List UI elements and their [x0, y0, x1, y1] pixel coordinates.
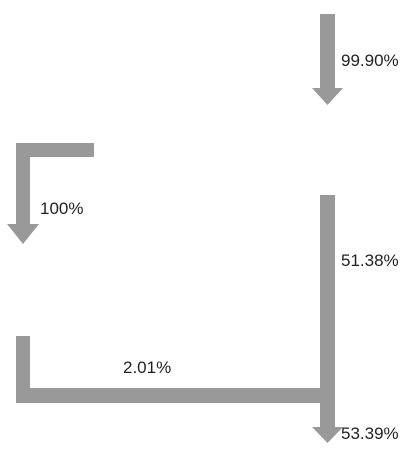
left-vertical-stub [16, 336, 30, 403]
right-vertical-line [320, 195, 335, 405]
left-elbow-arrow [7, 143, 94, 244]
top-arrow-shaft [320, 14, 335, 90]
bottom-down-arrow [312, 400, 343, 443]
top-down-arrow [312, 14, 343, 105]
bottom-arrowhead [312, 427, 343, 443]
right-vertical-label: 51.38% [341, 251, 399, 270]
top-arrow-label: 99.90% [341, 51, 399, 70]
bottom-arrow-label: 53.39% [341, 424, 399, 443]
left-elbow-horizontal [16, 143, 94, 157]
left-elbow-arrowhead [7, 224, 39, 244]
left-elbow-vertical [16, 143, 30, 226]
left-elbow-label: 100% [40, 199, 83, 218]
bottom-horizontal-label: 2.01% [123, 358, 171, 377]
top-arrowhead [312, 88, 343, 105]
bottom-horizontal-bar [16, 388, 335, 403]
bottom-arrow-shaft [320, 400, 335, 428]
